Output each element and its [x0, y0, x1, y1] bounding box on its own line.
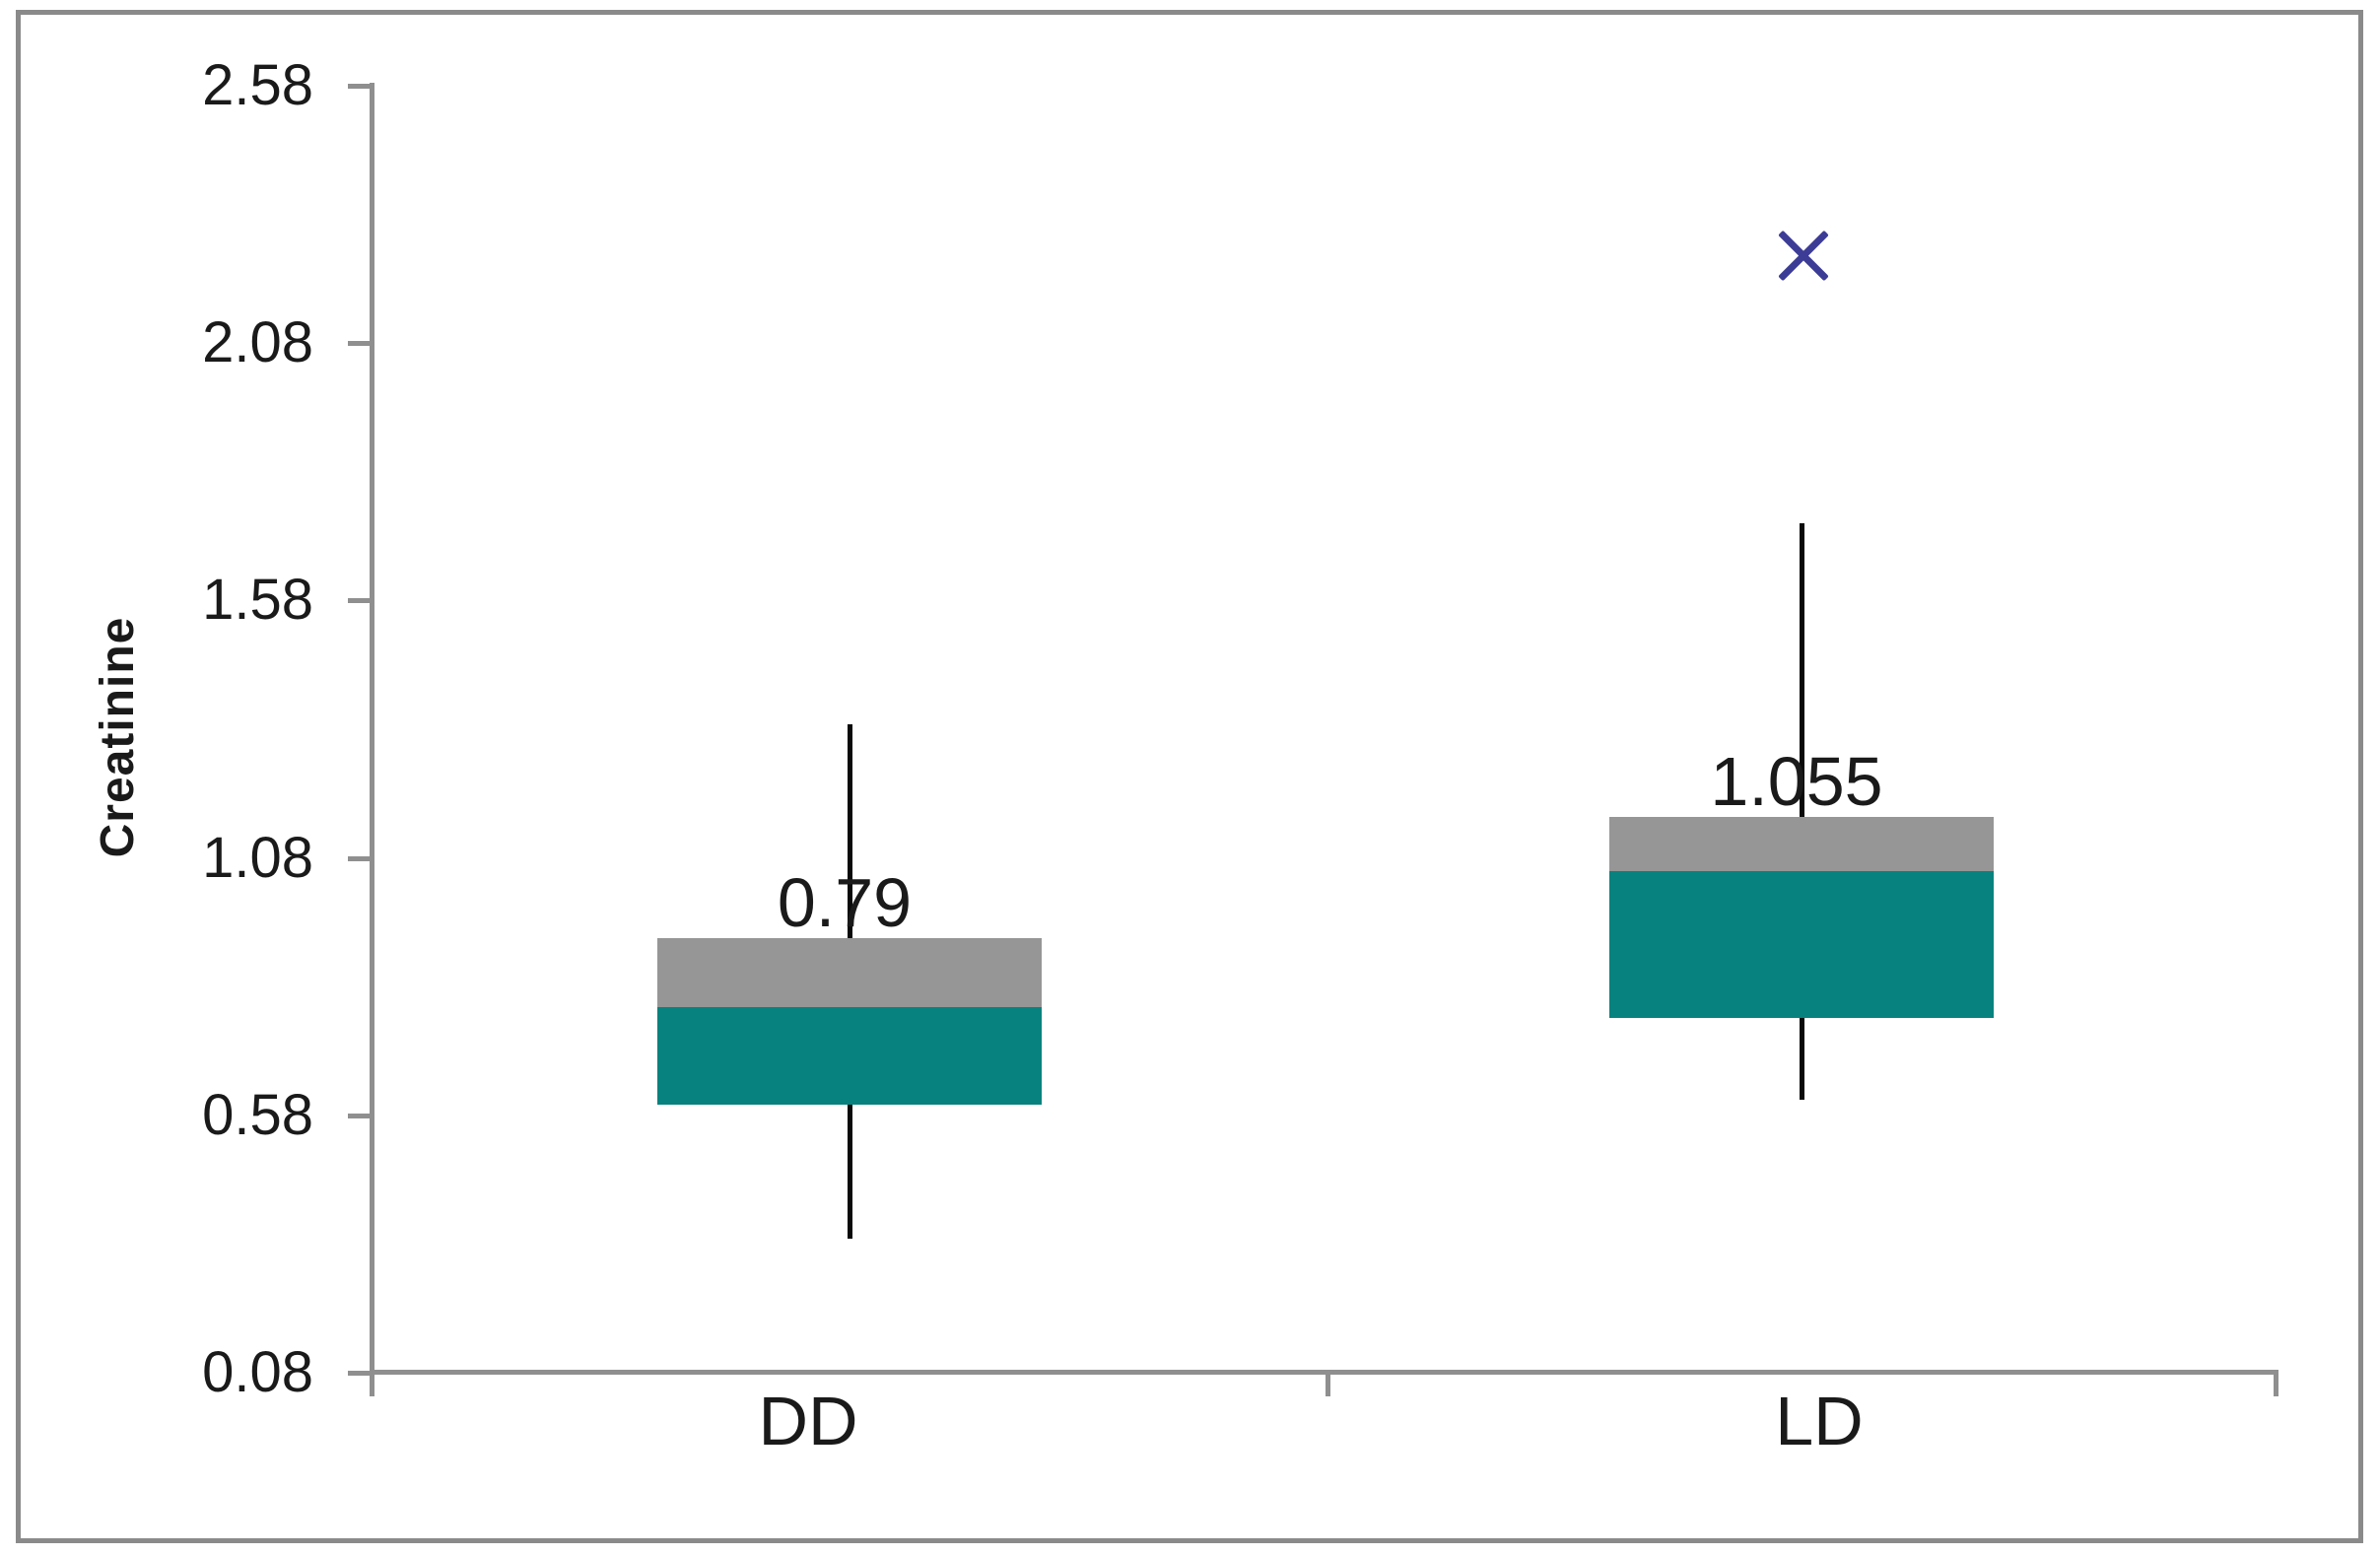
chart-frame — [16, 10, 2363, 1543]
lower-whisker — [848, 1105, 852, 1240]
box-lower-quartile — [1609, 870, 1994, 1018]
y-tick-label: 1.58 — [202, 568, 313, 633]
median-value-label: 0.79 — [777, 863, 913, 941]
y-tick-mark — [348, 1371, 370, 1376]
y-tick-mark — [348, 1113, 370, 1118]
lower-whisker — [1800, 1017, 1804, 1101]
upper-whisker — [1800, 523, 1804, 817]
y-tick-label: 1.08 — [202, 825, 313, 890]
y-tick-label: 0.58 — [202, 1082, 313, 1147]
median-value-label: 1.055 — [1710, 742, 1883, 820]
y-tick-label: 0.08 — [202, 1340, 313, 1404]
box-lower-quartile — [657, 1007, 1042, 1106]
category-label: DD — [758, 1383, 858, 1459]
y-axis-title: Creatinine — [92, 616, 144, 858]
y-tick-mark — [348, 855, 370, 861]
box-upper-quartile — [657, 937, 1042, 1008]
category-label: LD — [1775, 1383, 1864, 1459]
y-tick-mark — [348, 84, 370, 89]
y-axis-line — [370, 83, 374, 1396]
y-tick-mark — [348, 598, 370, 604]
box-upper-quartile — [1609, 816, 1994, 871]
x-tick-mark — [2274, 1370, 2278, 1396]
y-tick-mark — [348, 341, 370, 347]
x-axis-line — [370, 1370, 2278, 1375]
y-tick-label: 2.58 — [202, 53, 313, 117]
y-tick-label: 2.08 — [202, 310, 313, 375]
x-tick-mark — [1326, 1370, 1330, 1396]
outlier-marker — [1780, 232, 1827, 279]
upper-whisker — [848, 723, 852, 938]
